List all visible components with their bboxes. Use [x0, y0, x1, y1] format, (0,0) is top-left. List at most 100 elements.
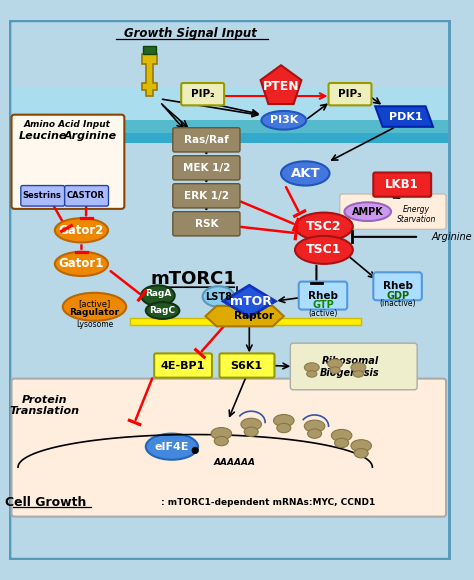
Text: S6K1: S6K1 — [230, 361, 263, 371]
Ellipse shape — [307, 371, 317, 377]
Text: ERK 1/2: ERK 1/2 — [184, 191, 229, 201]
FancyBboxPatch shape — [11, 115, 124, 209]
FancyBboxPatch shape — [64, 186, 109, 206]
Text: RSK: RSK — [195, 219, 218, 229]
FancyBboxPatch shape — [9, 20, 450, 560]
Text: Ribosomal: Ribosomal — [321, 356, 379, 366]
Ellipse shape — [330, 367, 340, 374]
Ellipse shape — [295, 213, 353, 241]
Text: Energy
Starvation: Energy Starvation — [397, 205, 436, 224]
Text: PIP₃: PIP₃ — [338, 89, 362, 99]
Text: Raptor: Raptor — [234, 311, 274, 321]
Text: mTOR: mTOR — [230, 295, 272, 308]
Text: (inactive): (inactive) — [379, 299, 416, 309]
Ellipse shape — [331, 429, 352, 441]
Text: AKT: AKT — [291, 167, 320, 180]
Ellipse shape — [354, 448, 368, 458]
Text: LST8: LST8 — [205, 292, 232, 302]
Text: LKB1: LKB1 — [385, 178, 419, 191]
Ellipse shape — [335, 438, 348, 448]
Ellipse shape — [63, 293, 126, 321]
Text: PIP₂: PIP₂ — [191, 89, 214, 99]
Ellipse shape — [304, 420, 325, 432]
Text: Protein: Protein — [21, 395, 67, 405]
Ellipse shape — [211, 427, 232, 440]
Polygon shape — [223, 285, 275, 317]
Ellipse shape — [146, 434, 198, 460]
Ellipse shape — [281, 161, 329, 186]
Ellipse shape — [55, 218, 108, 242]
FancyBboxPatch shape — [328, 83, 372, 106]
Text: Amino Acid Input: Amino Acid Input — [24, 121, 111, 129]
Text: Cell Growth: Cell Growth — [5, 496, 87, 509]
Ellipse shape — [214, 436, 228, 446]
FancyBboxPatch shape — [340, 194, 446, 229]
Text: PTEN: PTEN — [263, 80, 299, 93]
Polygon shape — [142, 54, 157, 96]
Text: Ras/Raf: Ras/Raf — [184, 135, 229, 145]
Ellipse shape — [353, 371, 364, 377]
FancyBboxPatch shape — [21, 186, 64, 206]
Text: Rheb: Rheb — [308, 291, 338, 300]
Bar — [11, 88, 448, 120]
Polygon shape — [205, 306, 284, 327]
Text: Gator1: Gator1 — [59, 258, 104, 270]
Ellipse shape — [277, 423, 291, 433]
Ellipse shape — [295, 236, 353, 264]
Text: Ragulator: Ragulator — [69, 308, 119, 317]
Bar — [130, 318, 361, 325]
Text: TSC2: TSC2 — [306, 220, 342, 233]
Text: PDK1: PDK1 — [389, 111, 423, 122]
Text: Leucine: Leucine — [19, 131, 67, 141]
FancyBboxPatch shape — [173, 155, 240, 180]
Ellipse shape — [141, 285, 175, 306]
FancyBboxPatch shape — [374, 272, 422, 300]
Bar — [11, 120, 448, 133]
Ellipse shape — [192, 447, 199, 454]
Ellipse shape — [304, 362, 319, 372]
FancyBboxPatch shape — [181, 83, 224, 106]
Text: [active]: [active] — [78, 299, 110, 309]
Ellipse shape — [345, 202, 391, 221]
Ellipse shape — [351, 440, 372, 452]
Text: mTORC1: mTORC1 — [150, 270, 236, 288]
Ellipse shape — [55, 252, 108, 276]
Ellipse shape — [262, 111, 306, 129]
Ellipse shape — [203, 287, 234, 307]
FancyBboxPatch shape — [219, 353, 274, 378]
Ellipse shape — [351, 362, 366, 372]
Text: eIF4E: eIF4E — [155, 441, 189, 452]
Text: : mTORC1-dependent mRNAs:MYC, CCND1: : mTORC1-dependent mRNAs:MYC, CCND1 — [161, 498, 375, 507]
Ellipse shape — [241, 418, 262, 430]
Text: Arginine: Arginine — [431, 232, 472, 242]
Ellipse shape — [273, 415, 294, 427]
Text: AAAAAA: AAAAAA — [213, 458, 255, 467]
Text: Arginine: Arginine — [64, 131, 118, 141]
Text: GDP: GDP — [386, 291, 409, 300]
Bar — [11, 133, 448, 143]
Text: MEK 1/2: MEK 1/2 — [182, 163, 230, 173]
FancyBboxPatch shape — [173, 212, 240, 236]
Text: Sestrins: Sestrins — [23, 191, 62, 200]
Text: Growth Signal Input: Growth Signal Input — [124, 27, 257, 40]
FancyBboxPatch shape — [154, 353, 212, 378]
Ellipse shape — [146, 302, 179, 319]
Text: Rheb: Rheb — [383, 281, 412, 291]
Text: Gator2: Gator2 — [59, 224, 104, 237]
Text: (active): (active) — [308, 309, 337, 318]
Polygon shape — [375, 106, 433, 127]
Text: Lysosome: Lysosome — [76, 320, 113, 329]
Text: RagA: RagA — [145, 289, 171, 298]
Ellipse shape — [308, 429, 321, 438]
Ellipse shape — [244, 427, 258, 436]
Text: Biogenesis: Biogenesis — [320, 368, 380, 378]
FancyBboxPatch shape — [173, 184, 240, 208]
Text: AMPK: AMPK — [352, 206, 383, 217]
Polygon shape — [261, 66, 301, 104]
Text: CASTOR: CASTOR — [67, 191, 105, 200]
Bar — [143, 46, 156, 54]
Ellipse shape — [328, 359, 343, 368]
Text: GTP: GTP — [312, 300, 334, 310]
Text: TSC1: TSC1 — [306, 244, 342, 256]
FancyBboxPatch shape — [374, 172, 431, 197]
